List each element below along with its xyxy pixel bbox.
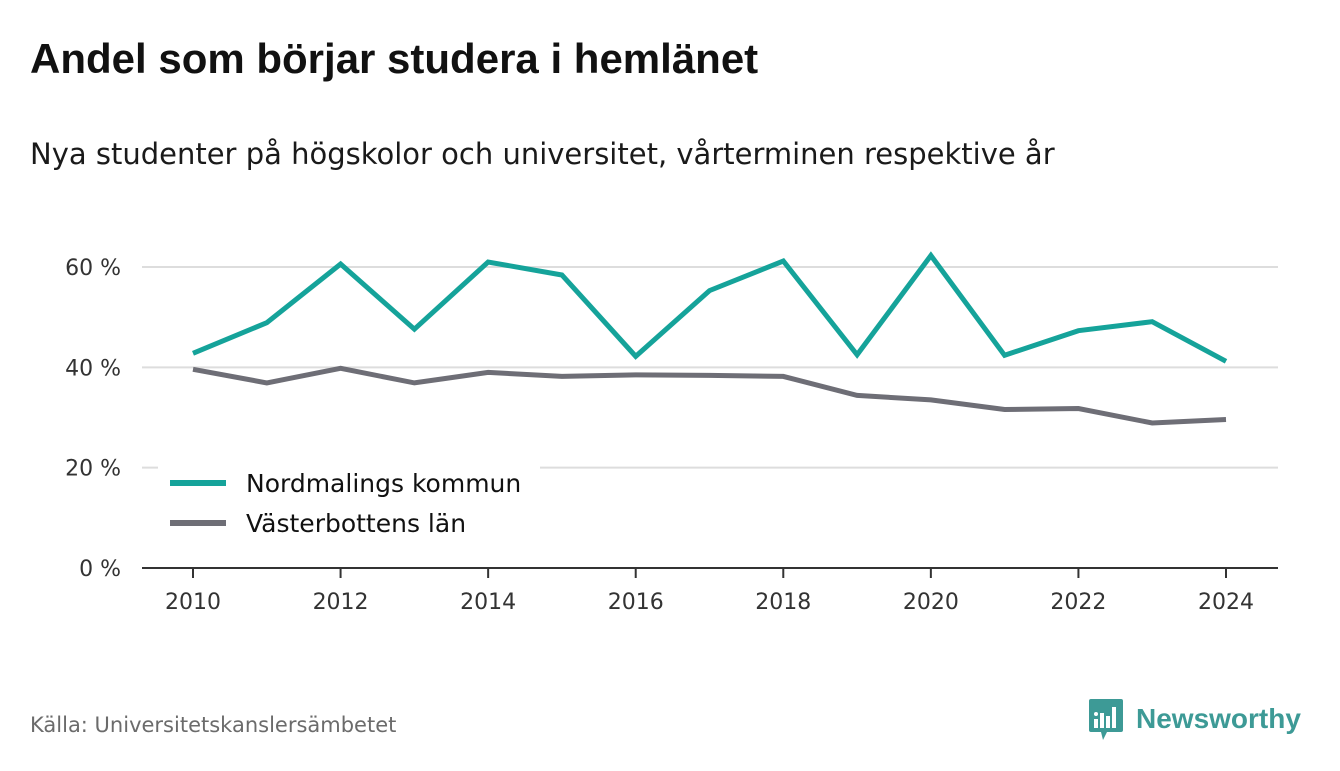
source-note: Källa: Universitetskanslersämbetet	[30, 713, 397, 737]
series-line	[192, 365, 1227, 426]
x-tick-label: 2010	[165, 590, 221, 615]
x-tick-label: 2022	[1050, 590, 1106, 615]
chart-title: Andel som börjar studera i hemlänet	[30, 35, 759, 82]
x-tick-label: 2018	[755, 590, 811, 615]
y-tick-label: 40 %	[65, 356, 121, 381]
legend: Nordmalings kommun Västerbottens län	[158, 462, 540, 550]
y-axis-ticks: 0 % 20 % 40 % 60 %	[65, 256, 121, 582]
legend-label: Nordmalings kommun	[246, 469, 521, 498]
x-tick-label: 2012	[313, 590, 369, 615]
x-tick-label: 2016	[608, 590, 664, 615]
series-line	[192, 251, 1228, 364]
x-tick-label: 2014	[460, 590, 516, 615]
legend-label: Västerbottens län	[246, 509, 466, 538]
y-tick-label: 20 %	[65, 457, 121, 482]
x-tick-label: 2020	[903, 590, 959, 615]
gridlines	[142, 266, 1278, 469]
x-tick-label: 2024	[1198, 590, 1254, 615]
y-tick-label: 60 %	[65, 256, 121, 281]
brand-name: Newsworthy	[1136, 703, 1301, 734]
x-axis: 2010 2012 2014 2016 2018 2020 2022 2024	[142, 567, 1278, 615]
newsworthy-logo-icon	[1089, 699, 1123, 740]
brand-logo[interactable]: Newsworthy	[1088, 697, 1301, 741]
series-lines	[192, 251, 1228, 426]
chart-subtitle: Nya studenter på högskolor och universit…	[30, 137, 1055, 171]
legend-background	[158, 462, 540, 550]
y-tick-label: 0 %	[79, 557, 121, 582]
